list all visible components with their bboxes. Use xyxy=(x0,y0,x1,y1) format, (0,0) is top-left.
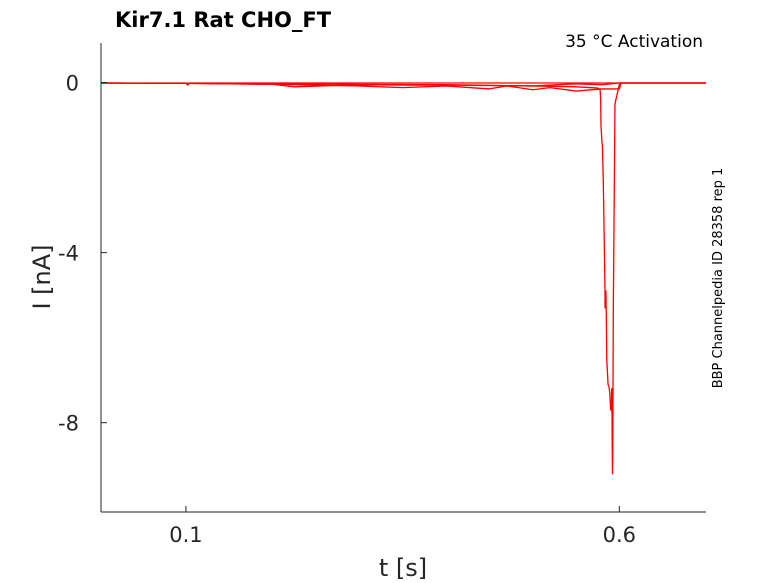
axis-ticks: 0.1 0.6 0 -4 -8 xyxy=(58,72,636,547)
series-line-3 xyxy=(100,82,706,92)
y-tick-label: 0 xyxy=(66,72,79,96)
y-tick-label: -4 xyxy=(58,242,79,266)
plot-area xyxy=(100,82,706,475)
x-axis-label: t [s] xyxy=(379,554,427,582)
chart-subtitle: 35 °C Activation xyxy=(565,32,703,52)
x-tick-label: 0.1 xyxy=(169,523,202,547)
side-label: BBP Channelpedia ID 28358 rep 1 xyxy=(711,168,726,389)
x-tick-label: 0.6 xyxy=(603,523,636,547)
y-tick-label: -8 xyxy=(58,412,79,436)
series-line-4 xyxy=(100,82,706,475)
y-axis-label: I [nA] xyxy=(28,244,56,309)
chart-title: Kir7.1 Rat CHO_FT xyxy=(115,8,332,32)
